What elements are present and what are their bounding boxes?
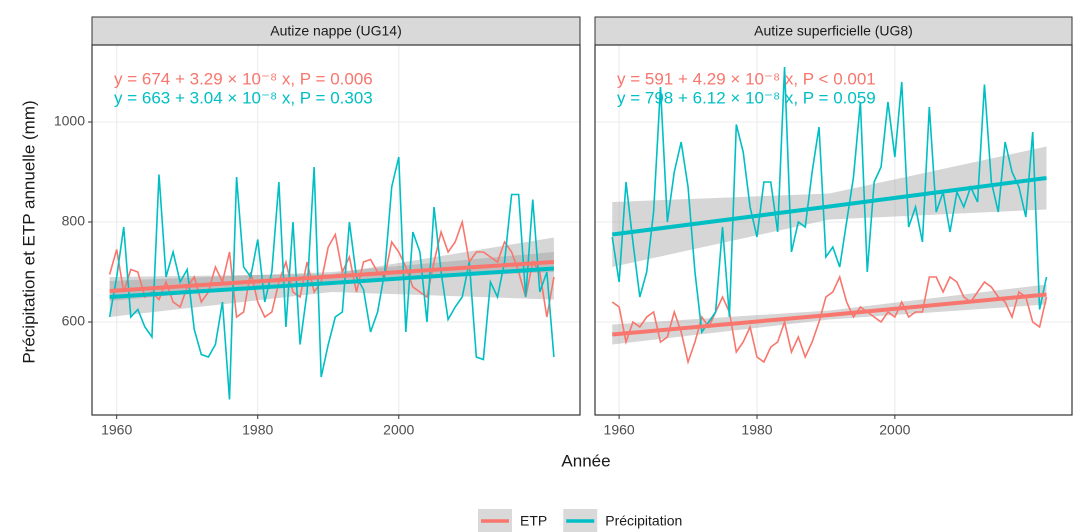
trend-line	[612, 292, 1047, 337]
strip-title: Autize nappe (UG14)	[270, 23, 402, 39]
y-tick-label: 600	[62, 313, 86, 329]
data-line	[108, 156, 555, 400]
y-tick-label: 1000	[54, 113, 85, 129]
regression-annotation: y = 798 + 6.12 × 10⁻⁸ x, P = 0.059	[617, 88, 876, 107]
data-line	[611, 66, 1048, 335]
y-axis-title: Précipitation et ETP annuelle (mm)	[19, 100, 38, 363]
data-line	[108, 218, 555, 319]
strip-title: Autize superficielle (UG8)	[754, 23, 913, 39]
panel-border	[594, 44, 1073, 416]
x-tick-label: 2000	[383, 422, 414, 438]
regression-annotation: y = 663 + 3.04 × 10⁻⁸ x, P = 0.303	[114, 88, 373, 107]
strip	[594, 16, 1073, 46]
trend-line	[611, 176, 1047, 237]
x-tick-label: 2000	[879, 422, 910, 438]
x-tick-label: 1980	[741, 422, 772, 438]
strip	[91, 16, 581, 46]
panel-border	[91, 44, 581, 416]
x-tick-label: 1960	[101, 422, 132, 438]
legend-label: ETP	[520, 513, 547, 529]
y-tick-label: 800	[62, 213, 86, 229]
trend-line	[109, 260, 555, 293]
x-tick-label: 1980	[242, 422, 273, 438]
trend-line	[109, 266, 555, 299]
legend-label: Précipitation	[605, 513, 682, 529]
regression-annotation: y = 674 + 3.29 × 10⁻⁸ x, P = 0.006	[114, 69, 373, 88]
data-line	[611, 274, 1048, 365]
x-axis-title: Année	[561, 451, 610, 470]
panel	[92, 45, 580, 415]
x-tick-label: 1960	[604, 422, 635, 438]
panel	[595, 45, 1072, 415]
regression-annotation: y = 591 + 4.29 × 10⁻⁸ x, P < 0.001	[617, 69, 876, 88]
